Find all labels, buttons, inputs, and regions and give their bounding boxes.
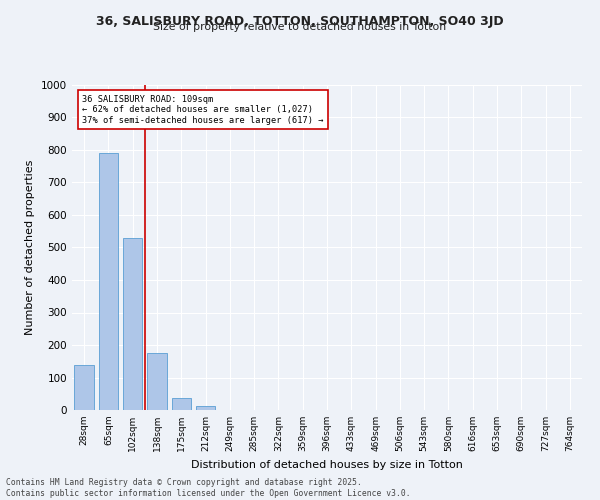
Text: Size of property relative to detached houses in Totton: Size of property relative to detached ho…: [154, 22, 446, 32]
Text: Contains HM Land Registry data © Crown copyright and database right 2025.
Contai: Contains HM Land Registry data © Crown c…: [6, 478, 410, 498]
Bar: [172, 398, 191, 410]
Text: 36 SALISBURY ROAD: 109sqm
← 62% of detached houses are smaller (1,027)
37% of se: 36 SALISBURY ROAD: 109sqm ← 62% of detac…: [82, 94, 324, 124]
Bar: [123, 238, 142, 410]
Bar: [74, 366, 94, 410]
Text: 36, SALISBURY ROAD, TOTTON, SOUTHAMPTON, SO40 3JD: 36, SALISBURY ROAD, TOTTON, SOUTHAMPTON,…: [96, 15, 504, 28]
Y-axis label: Number of detached properties: Number of detached properties: [25, 160, 35, 335]
Bar: [196, 406, 215, 410]
Bar: [147, 353, 167, 410]
Bar: [99, 153, 118, 410]
X-axis label: Distribution of detached houses by size in Totton: Distribution of detached houses by size …: [191, 460, 463, 469]
